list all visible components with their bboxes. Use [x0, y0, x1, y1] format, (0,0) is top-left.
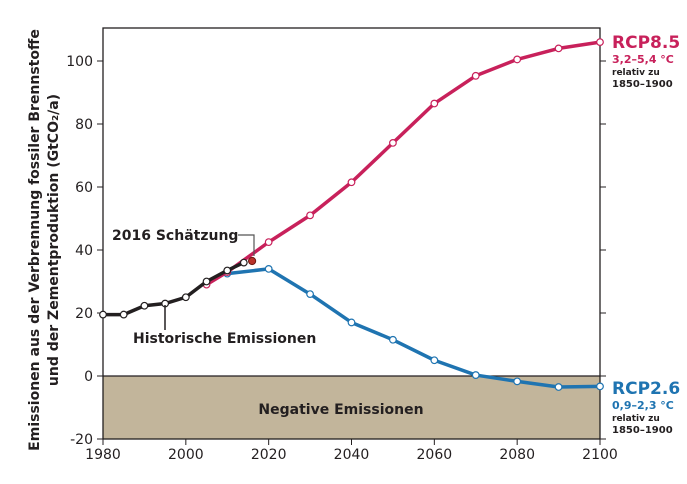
y-tick-label: 20: [75, 306, 93, 322]
data-point: [306, 211, 314, 220]
data-point: [264, 265, 273, 273]
x-tick-label: 1980: [85, 447, 121, 463]
data-point: [239, 258, 248, 267]
y-axis-label-1: Emissionen aus der Verbrennung fossiler …: [27, 29, 43, 451]
x-tick-label: 2040: [334, 447, 370, 463]
x-tick-label: 2080: [499, 447, 535, 463]
y-tick-label: 80: [75, 117, 93, 133]
estimate-leader: [238, 234, 255, 256]
y-tick-label: 60: [75, 180, 93, 196]
data-point: [99, 310, 107, 319]
rcp85-note1: relativ zu: [612, 68, 660, 78]
y-tick-label: 40: [75, 243, 93, 259]
negative-emissions-label: Negative Emissionen: [258, 402, 423, 418]
data-point: [596, 382, 604, 391]
data-point: [306, 290, 314, 299]
rcp26-range: 0,9–2,3 °C: [612, 399, 674, 412]
series-line-rcp8-5: [205, 40, 601, 287]
data-point: [389, 138, 397, 147]
rcp26-title: RCP2.6: [612, 379, 680, 399]
data-point: [513, 55, 522, 64]
data-point: [554, 44, 563, 53]
data-point: [430, 99, 439, 108]
data-point: [264, 238, 273, 247]
data-point: [430, 356, 439, 365]
data-point: [471, 371, 480, 379]
x-tick-label: 2000: [168, 447, 204, 463]
rcp26-note1: relativ zu: [612, 414, 660, 424]
rcp85-range: 3,2–5,4 °C: [612, 53, 674, 66]
rcp85-title: RCP8.5: [612, 33, 680, 53]
data-point: [389, 335, 397, 344]
data-point: [202, 277, 211, 286]
y-tick-label: 0: [84, 369, 93, 385]
y-tick-label: -20: [70, 432, 93, 448]
estimate-point: [248, 256, 257, 266]
data-point: [181, 293, 190, 302]
data-point: [223, 266, 232, 275]
x-tick-label: 2060: [417, 447, 453, 463]
data-point: [513, 377, 522, 386]
data-point: [140, 301, 149, 310]
y-tick-label: 100: [66, 54, 93, 70]
x-tick-label: 2020: [251, 447, 287, 463]
data-point: [119, 310, 128, 319]
estimate-label: 2016 Schätzung: [112, 228, 238, 244]
data-point: [471, 71, 480, 80]
rcp26-note2: 1850–1900: [612, 425, 673, 436]
x-tick-label: 2100: [582, 447, 618, 463]
data-point: [554, 383, 563, 391]
negative-emissions-region: [103, 376, 600, 439]
data-point: [347, 318, 356, 327]
series-line-rcp2-6: [227, 267, 601, 389]
data-point: [596, 38, 604, 46]
rcp85-note2: 1850–1900: [612, 79, 673, 90]
y-axis-label-2: und der Zementproduktion (GtCO₂/a): [46, 94, 62, 386]
data-point: [347, 178, 356, 187]
series-line-historische-emissionen: [103, 261, 245, 317]
historic-label: Historische Emissionen: [133, 331, 316, 347]
